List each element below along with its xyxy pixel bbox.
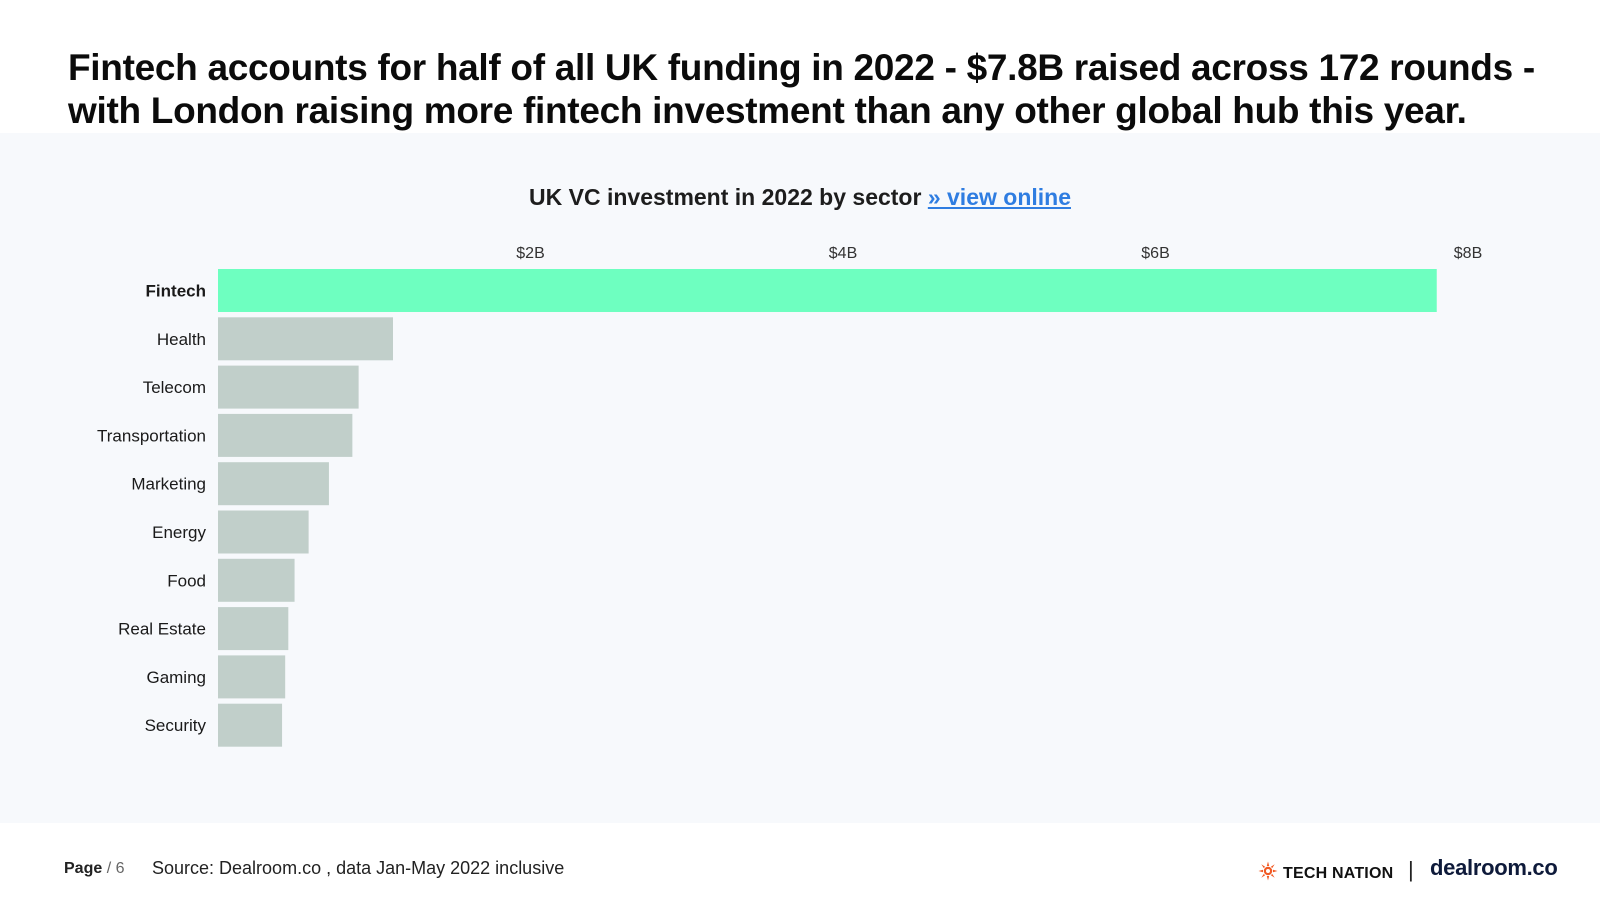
bar-real-estate[interactable]: [218, 607, 289, 651]
bar-health[interactable]: [218, 317, 393, 361]
category-label-security: Security: [145, 716, 207, 735]
category-label-real-estate: Real Estate: [118, 620, 206, 639]
category-label-telecom: Telecom: [143, 378, 206, 397]
category-label-fintech: Fintech: [146, 282, 206, 301]
category-labels: Fintech Health Telecom Transportation Market…: [97, 282, 206, 736]
category-label-food: Food: [167, 571, 206, 590]
x-axis-ticks: $2B $4B $6B $8B: [516, 245, 1482, 262]
brand-separator: |: [1408, 857, 1414, 882]
source-note: Source: Dealroom.co , data Jan-May 2022 …: [152, 858, 565, 878]
bar-marketing[interactable]: [218, 462, 329, 506]
sun-burst-icon: [1258, 861, 1278, 886]
page-label: Page: [64, 860, 103, 877]
bar-telecom[interactable]: [218, 365, 359, 409]
bar-fintech[interactable]: [218, 269, 1437, 312]
category-label-gaming: Gaming: [146, 668, 206, 687]
category-label-health: Health: [157, 330, 206, 349]
bars: [218, 269, 1437, 747]
bar-security[interactable]: [218, 703, 283, 747]
category-label-marketing: Marketing: [131, 475, 206, 494]
headline: Fintech accounts for half of all UK fund…: [68, 47, 1535, 131]
category-label-energy: Energy: [152, 523, 206, 542]
bar-transportation[interactable]: [218, 413, 353, 457]
chart-title: UK VC investment in 2022 by sector » vie…: [0, 184, 1600, 211]
page-number: / 6: [106, 860, 125, 877]
x-tick-label: $8B: [1454, 245, 1482, 262]
x-tick-label: $2B: [516, 245, 544, 262]
tech-nation-logo: TECH NATION: [1258, 861, 1393, 886]
x-tick-label: $6B: [1141, 245, 1169, 262]
bar-energy[interactable]: [218, 510, 309, 554]
bar-gaming[interactable]: [218, 655, 286, 699]
chart-title-text: UK VC investment in 2022 by sector: [529, 184, 922, 210]
view-online-link[interactable]: » view online: [927, 184, 1071, 210]
tech-nation-text: TECH NATION: [1283, 864, 1394, 882]
x-tick-label: $4B: [829, 245, 857, 262]
page-indicator: Page / 6: [64, 860, 125, 878]
dealroom-logo: dealroom.co: [1430, 855, 1558, 880]
category-label-transportation: Transportation: [97, 426, 206, 445]
bar-food[interactable]: [218, 558, 295, 602]
